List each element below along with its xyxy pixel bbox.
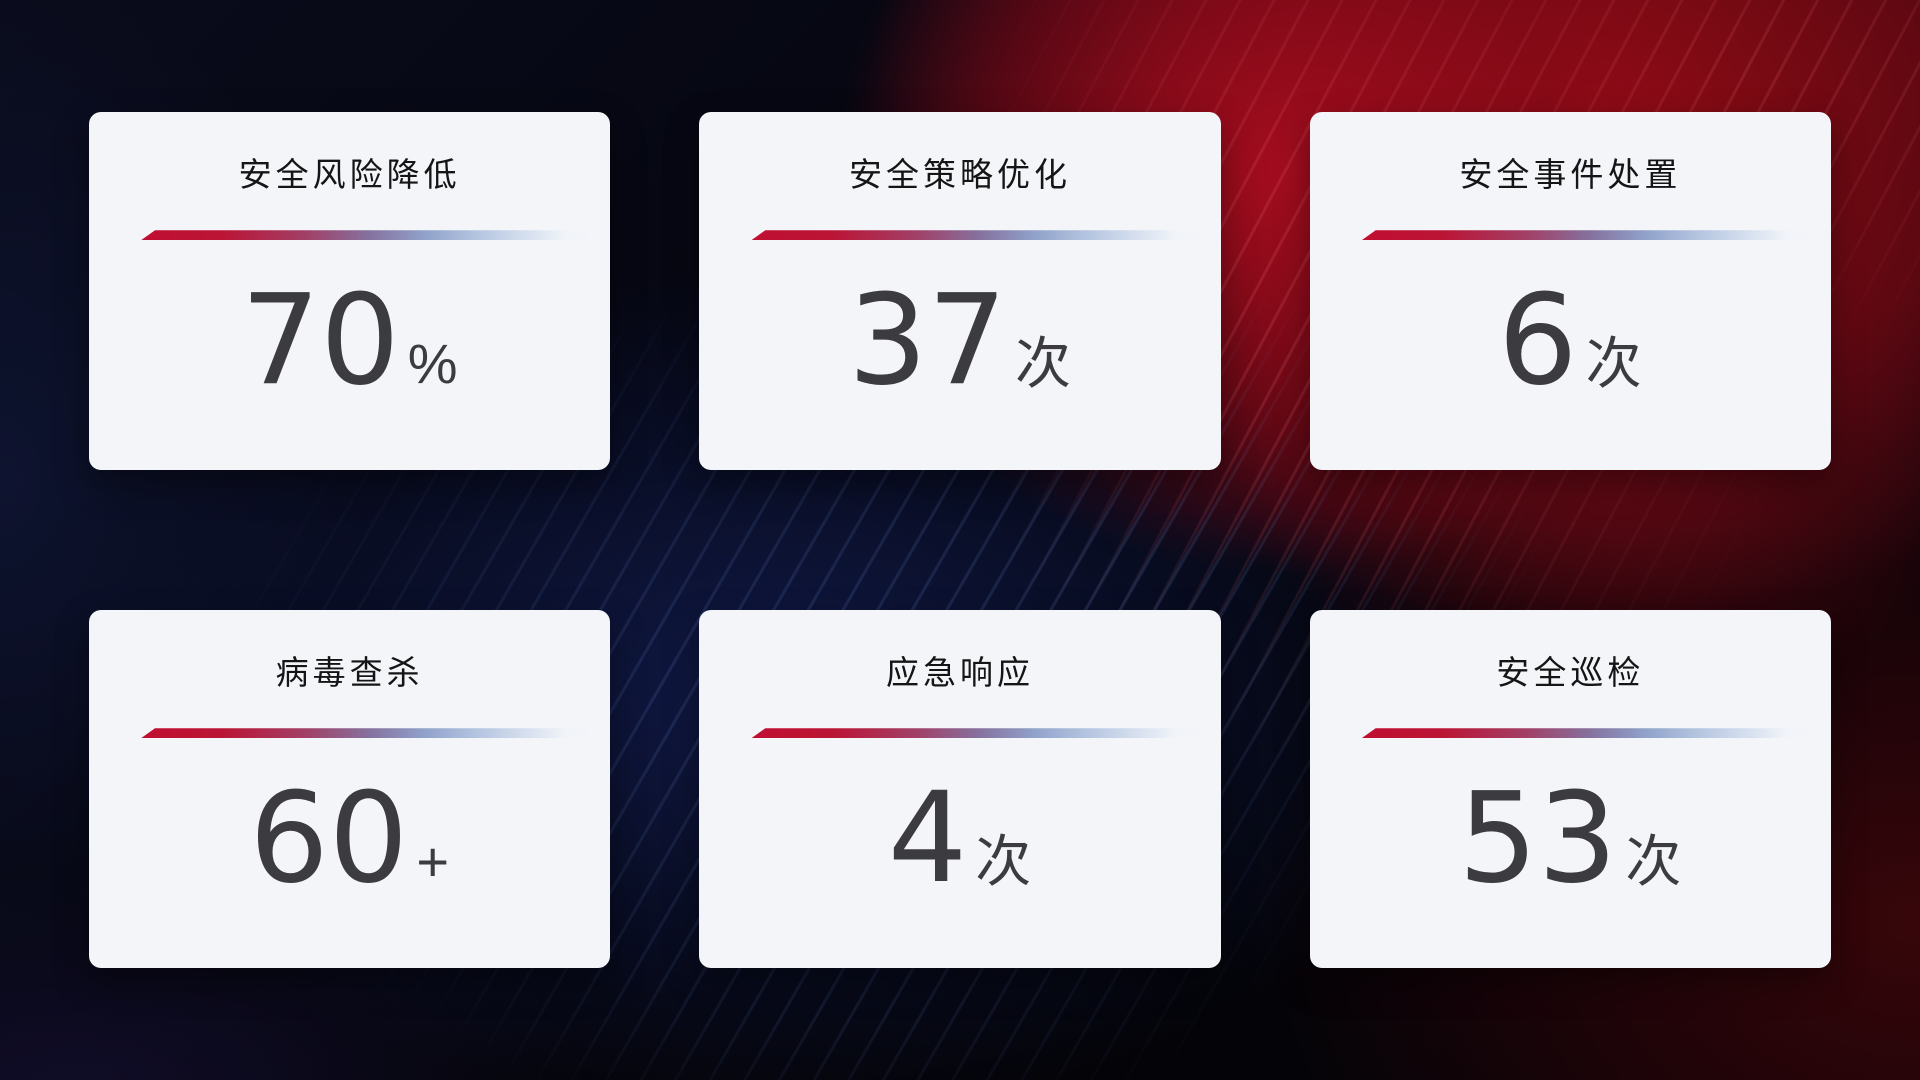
card-incident-handling: 安全事件处置 6 次	[1309, 112, 1831, 470]
value-number: 70	[240, 268, 400, 414]
value-number: 37	[847, 268, 1008, 414]
gradient-divider	[1361, 230, 1818, 241]
gradient-divider	[141, 230, 597, 241]
value-number: 60	[249, 766, 409, 912]
value-number: 53	[1458, 766, 1618, 912]
card-title: 应急响应	[885, 654, 1034, 691]
card-value: 37 次	[848, 278, 1072, 403]
card-risk-reduction: 安全风险降低 70 %	[89, 112, 611, 470]
card-policy-optimization: 安全策略优化 37 次	[699, 112, 1221, 470]
stat-cards-grid: 安全风险降低 70 % 安全策略优化 37 次 安全事件处置 6 次 病毒查	[89, 112, 1831, 968]
value-unit: 次	[1015, 332, 1073, 396]
value-unit: 次	[1625, 830, 1683, 894]
card-title: 安全策略优化	[848, 156, 1071, 193]
card-security-inspection: 安全巡检 53 次	[1309, 610, 1831, 968]
card-title: 安全风险降低	[238, 156, 461, 193]
card-value: 6 次	[1498, 278, 1643, 403]
value-unit: 次	[975, 830, 1033, 894]
card-value: 70 %	[241, 278, 459, 403]
card-value: 60 +	[249, 776, 450, 901]
card-title: 安全事件处置	[1459, 156, 1682, 193]
card-emergency-response: 应急响应 4 次	[699, 610, 1221, 968]
value-number: 4	[887, 766, 968, 912]
value-unit: +	[416, 830, 451, 894]
value-unit: %	[407, 332, 459, 396]
value-number: 6	[1498, 268, 1578, 414]
card-value: 4 次	[888, 776, 1033, 901]
value-unit: 次	[1585, 332, 1643, 396]
gradient-divider	[751, 728, 1208, 739]
card-value: 53 次	[1458, 776, 1682, 901]
card-title: 病毒查杀	[275, 654, 424, 691]
gradient-divider	[751, 230, 1208, 241]
gradient-divider	[141, 728, 597, 739]
gradient-divider	[1361, 728, 1818, 739]
card-virus-scan: 病毒查杀 60 +	[89, 610, 611, 968]
card-title: 安全巡检	[1496, 654, 1645, 691]
